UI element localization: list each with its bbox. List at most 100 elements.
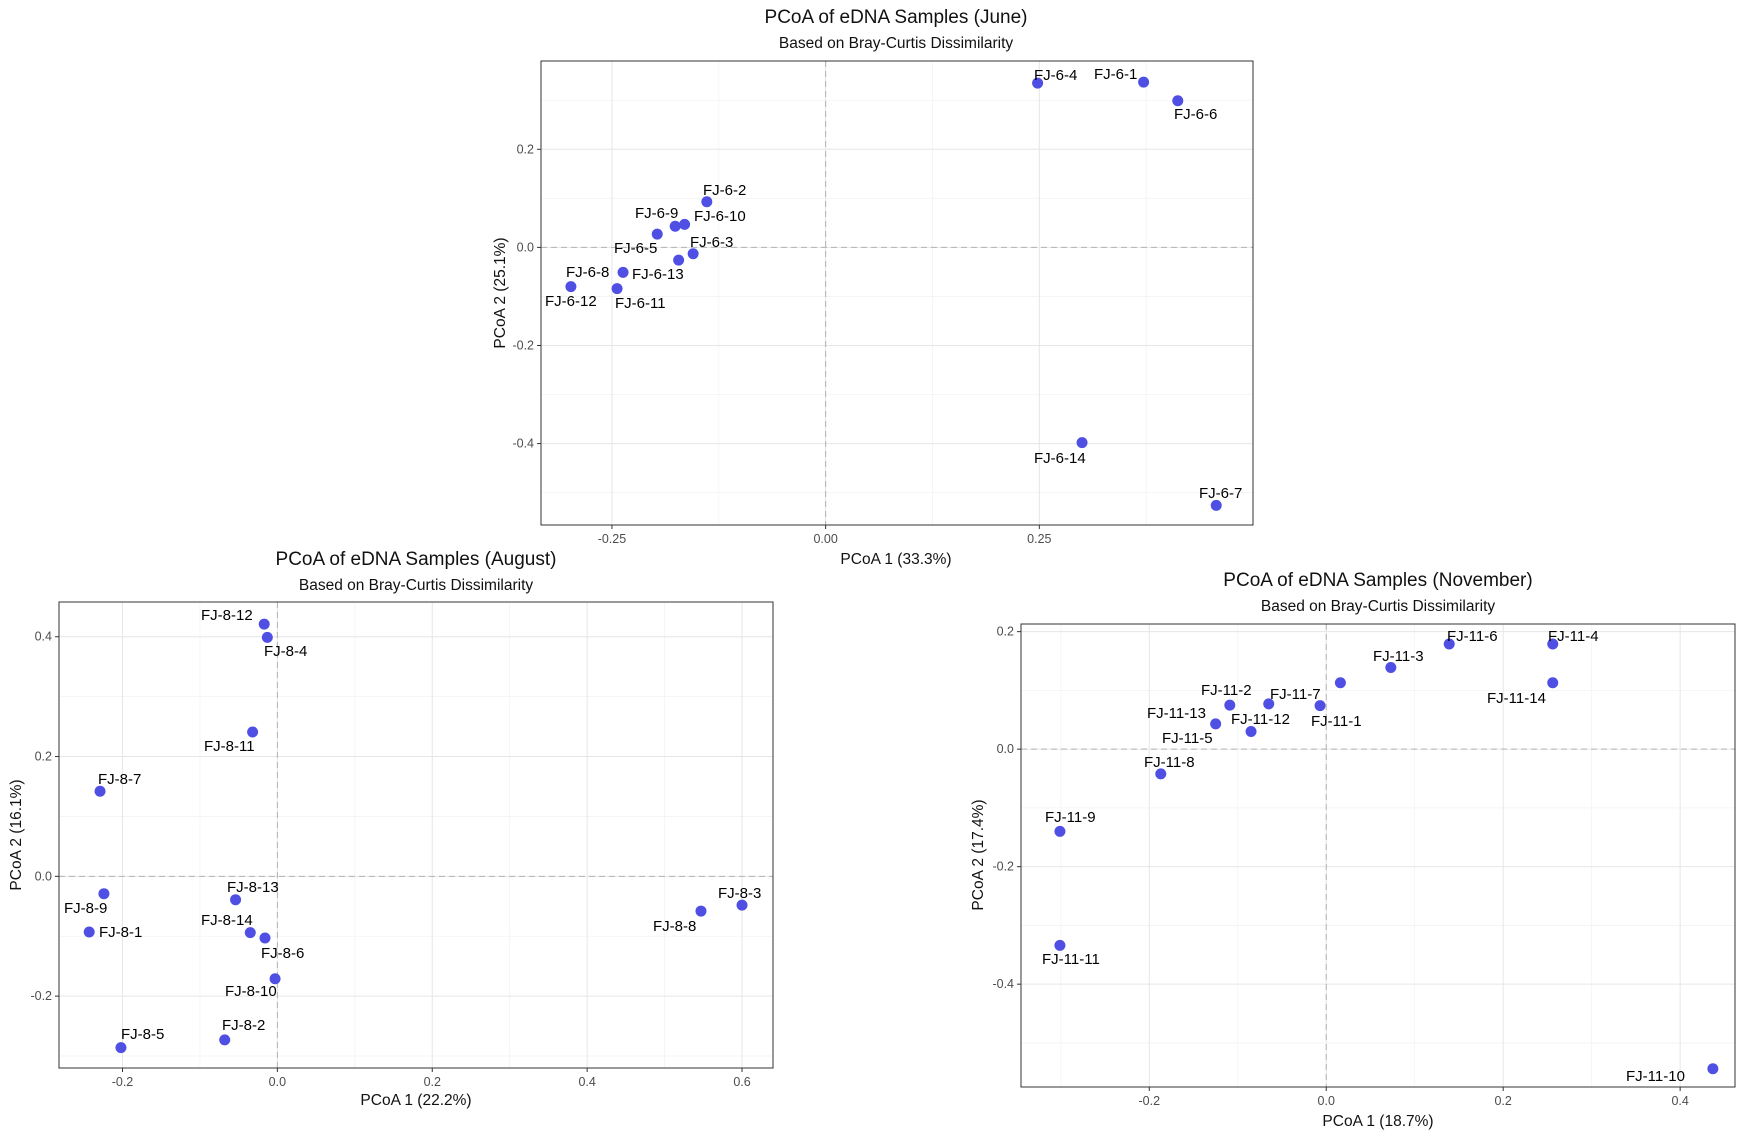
june-chart-subtitle: Based on Bray-Curtis Dissimilarity — [779, 35, 1014, 52]
august-axis-ticks: -0.2 0.0 0.2 0.4 0.6 -0.2 0.0 0.2 0.4 — [30, 630, 750, 1089]
november-data-point — [1547, 638, 1559, 650]
november-data-point — [1385, 661, 1397, 673]
november-y-tick-label: -0.4 — [992, 977, 1014, 991]
november-data-point — [1314, 700, 1326, 712]
august-y-tick-label: 0.0 — [35, 869, 52, 883]
june-data-point — [701, 196, 713, 208]
june-x-axis-label: PCoA 1 (33.3%) — [840, 551, 951, 568]
november-data-point — [1210, 718, 1222, 730]
june-point-label: FJ-6-3 — [690, 234, 733, 251]
november-point-label: FJ-11-6 — [1447, 628, 1498, 645]
november-grid — [1021, 624, 1735, 1087]
june-point-label: FJ-6-12 — [545, 293, 597, 310]
august-data-point — [259, 932, 271, 944]
august-grid — [59, 602, 773, 1068]
august-point-label: FJ-8-13 — [227, 879, 279, 896]
november-data-point — [1155, 768, 1167, 780]
august-y-axis-label: PCoA 2 (16.1%) — [8, 779, 25, 890]
november-data-point — [1245, 726, 1257, 738]
june-point-labels: FJ-6-4 FJ-6-1 FJ-6-6 FJ-6-2 FJ-6-9 FJ-6-… — [545, 66, 1242, 502]
november-point-label: FJ-11-13 — [1147, 705, 1206, 722]
august-panel-border — [58, 601, 774, 1069]
june-panel-background — [541, 61, 1253, 525]
november-chart: PCoA of eDNA Samples (November) Based on… — [970, 570, 1736, 1130]
november-x-axis-label: PCoA 1 (18.7%) — [1322, 1113, 1433, 1130]
june-y-tick-label: -0.2 — [512, 338, 534, 352]
november-axis-ticks: -0.2 0.0 0.2 0.4 -0.4 -0.2 0.0 0.2 — [992, 625, 1688, 1108]
august-point-label: FJ-8-5 — [121, 1026, 164, 1043]
june-data-point — [611, 283, 623, 295]
june-y-tick-label: 0.0 — [517, 240, 534, 254]
august-data-point — [695, 905, 707, 917]
august-point-label: FJ-8-4 — [264, 643, 307, 660]
june-axis-ticks: -0.25 0.00 0.25 -0.4 -0.2 0.0 0.2 — [512, 142, 1051, 546]
june-data-point — [1210, 499, 1222, 511]
august-point-label: FJ-8-1 — [99, 924, 142, 941]
november-chart-subtitle: Based on Bray-Curtis Dissimilarity — [1261, 598, 1496, 615]
june-y-tick-label: 0.2 — [517, 142, 534, 156]
june-point-label: FJ-6-1 — [1094, 66, 1137, 83]
november-point-label: FJ-11-11 — [1042, 951, 1100, 968]
august-point-label: FJ-8-3 — [718, 885, 761, 902]
november-point-label: FJ-11-14 — [1487, 690, 1546, 707]
june-point-label: FJ-6-13 — [632, 266, 684, 283]
november-x-tick-label: 0.0 — [1318, 1094, 1335, 1108]
november-zero-lines — [1021, 624, 1735, 1087]
june-data-point — [1138, 76, 1150, 88]
november-panel-background — [1021, 624, 1735, 1087]
june-grid — [541, 61, 1253, 525]
november-point-label: FJ-11-3 — [1373, 648, 1424, 665]
november-point-label: FJ-11-8 — [1144, 754, 1195, 771]
june-x-tick-label: -0.25 — [598, 532, 627, 546]
june-data-point — [617, 266, 629, 278]
november-points — [1054, 638, 1719, 1075]
august-point-label: FJ-8-12 — [201, 607, 253, 624]
november-x-tick-label: 0.4 — [1671, 1094, 1688, 1108]
november-data-point — [1547, 677, 1559, 689]
august-point-label: FJ-8-9 — [64, 900, 107, 917]
november-point-label: FJ-11-2 — [1201, 682, 1252, 699]
august-data-point — [230, 894, 242, 906]
june-data-point — [1032, 77, 1044, 89]
august-point-label: FJ-8-2 — [222, 1017, 265, 1034]
november-point-label: FJ-11-10 — [1626, 1068, 1685, 1085]
june-panel-border — [540, 60, 1254, 526]
august-data-point — [219, 1034, 231, 1046]
june-points — [565, 76, 1222, 511]
august-y-tick-label: -0.2 — [30, 989, 52, 1003]
august-point-label: FJ-8-14 — [201, 912, 253, 929]
june-data-point — [651, 228, 663, 240]
august-chart-subtitle: Based on Bray-Curtis Dissimilarity — [299, 577, 534, 594]
november-x-tick-label: 0.2 — [1494, 1094, 1511, 1108]
august-x-axis-label: PCoA 1 (22.2%) — [360, 1092, 471, 1109]
june-x-tick-label: 0.25 — [1027, 532, 1051, 546]
november-data-point — [1054, 939, 1066, 951]
august-data-point — [261, 631, 273, 643]
august-point-label: FJ-8-11 — [204, 738, 255, 755]
november-point-label: FJ-11-12 — [1231, 711, 1290, 728]
november-data-point — [1263, 698, 1275, 710]
june-point-label: FJ-6-4 — [1034, 67, 1077, 84]
june-y-axis-label: PCoA 2 (25.1%) — [492, 237, 509, 348]
november-point-label: FJ-11-7 — [1270, 686, 1321, 703]
june-zero-lines — [541, 61, 1253, 525]
august-y-tick-label: 0.4 — [35, 630, 52, 644]
november-point-label: FJ-11-9 — [1045, 809, 1096, 826]
november-data-point — [1054, 825, 1066, 837]
november-y-tick-label: 0.0 — [997, 742, 1014, 756]
november-y-axis-label: PCoA 2 (17.4%) — [970, 799, 987, 910]
august-x-tick-label: 0.6 — [733, 1075, 750, 1089]
november-data-point — [1443, 638, 1455, 650]
june-point-label: FJ-6-14 — [1034, 450, 1086, 467]
august-data-point — [94, 785, 106, 797]
august-y-tick-label: 0.2 — [35, 750, 52, 764]
november-point-label: FJ-11-4 — [1548, 628, 1599, 645]
june-x-tick-label: 0.00 — [813, 532, 837, 546]
november-y-tick-label: 0.2 — [997, 625, 1014, 639]
june-data-point — [1076, 437, 1088, 449]
august-data-point — [247, 726, 259, 738]
june-point-label: FJ-6-11 — [615, 295, 666, 312]
june-point-label: FJ-6-8 — [566, 264, 609, 281]
november-data-point — [1707, 1063, 1719, 1075]
august-data-point — [736, 899, 748, 911]
